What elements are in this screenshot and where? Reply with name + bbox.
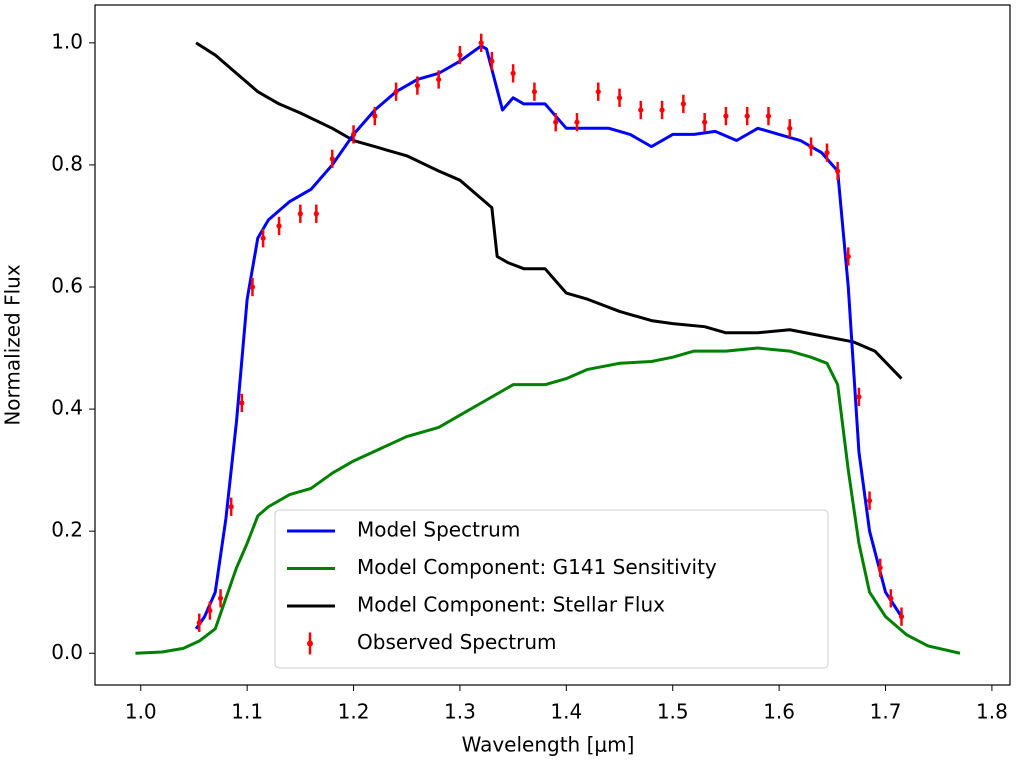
y-tick-label: 0.0: [51, 640, 83, 664]
data-point: [228, 504, 234, 510]
data-point: [478, 40, 484, 46]
x-axis-label: Wavelength [μm]: [462, 733, 635, 757]
x-tick-label: 1.6: [763, 700, 795, 724]
x-tick-label: 1.7: [870, 700, 902, 724]
data-point: [329, 156, 335, 162]
series-line: [195, 41, 903, 380]
data-point: [553, 119, 559, 125]
data-point: [276, 223, 282, 229]
x-tick-label: 1.1: [231, 700, 263, 724]
legend-label: Observed Spectrum: [357, 630, 557, 654]
data-point: [808, 144, 814, 150]
data-point: [297, 211, 303, 217]
data-point: [765, 113, 772, 119]
data-point: [574, 119, 580, 125]
x-tick-label: 1.5: [657, 700, 689, 724]
y-tick-label: 0.8: [51, 151, 83, 175]
data-point: [239, 400, 245, 406]
x-tick-label: 1.3: [444, 700, 476, 724]
series-line: [194, 44, 903, 630]
data-point: [196, 620, 202, 626]
data-point: [898, 614, 905, 620]
data-point: [372, 113, 378, 119]
data-point: [260, 235, 266, 241]
data-point: [723, 113, 729, 119]
x-tick-label: 1.8: [976, 700, 1008, 724]
legend-label: Model Component: Stellar Flux: [357, 593, 665, 617]
y-tick-label: 0.4: [51, 396, 83, 420]
data-point: [866, 498, 873, 504]
data-point: [680, 101, 686, 107]
data-point: [702, 119, 708, 125]
data-point: [249, 284, 256, 290]
y-tick-label: 0.2: [51, 518, 83, 542]
data-point: [877, 565, 883, 571]
legend-label: Model Spectrum: [357, 518, 520, 542]
legend-label: Model Component: G141 Sensitivity: [357, 555, 717, 579]
data-point: [510, 70, 516, 76]
y-axis-label: Normalized Flux: [1, 264, 25, 426]
data-point: [531, 89, 538, 95]
x-tick-label: 1.2: [338, 700, 370, 724]
data-point: [313, 211, 319, 217]
data-point: [638, 107, 644, 113]
data-point: [616, 95, 623, 101]
legend-marker: [307, 640, 313, 647]
legend: Model Spectrum Model Component: G141 Sens…: [274, 509, 829, 669]
data-point: [436, 76, 442, 83]
data-point: [207, 607, 213, 614]
data-point: [350, 131, 357, 138]
data-point: [414, 82, 420, 89]
legend-box: [274, 509, 829, 669]
data-point: [659, 107, 665, 113]
data-point: [217, 595, 224, 601]
data-point: [744, 113, 750, 119]
data-point: [888, 595, 894, 601]
data-point: [835, 168, 841, 174]
data-point: [393, 89, 399, 95]
data-point: [787, 125, 793, 131]
data-point: [824, 150, 830, 156]
data-point: [845, 253, 851, 260]
data-point: [489, 58, 495, 64]
data-point: [595, 89, 601, 95]
plot-frame: [94, 4, 1011, 686]
x-tick-label: 1.4: [550, 700, 582, 724]
y-tick-label: 0.6: [51, 274, 83, 298]
x-tick-label: 1.0: [125, 700, 157, 724]
data-point: [856, 394, 862, 400]
y-tick-label: 1.0: [51, 29, 83, 53]
data-point: [457, 52, 463, 58]
series-line: [135, 346, 961, 655]
